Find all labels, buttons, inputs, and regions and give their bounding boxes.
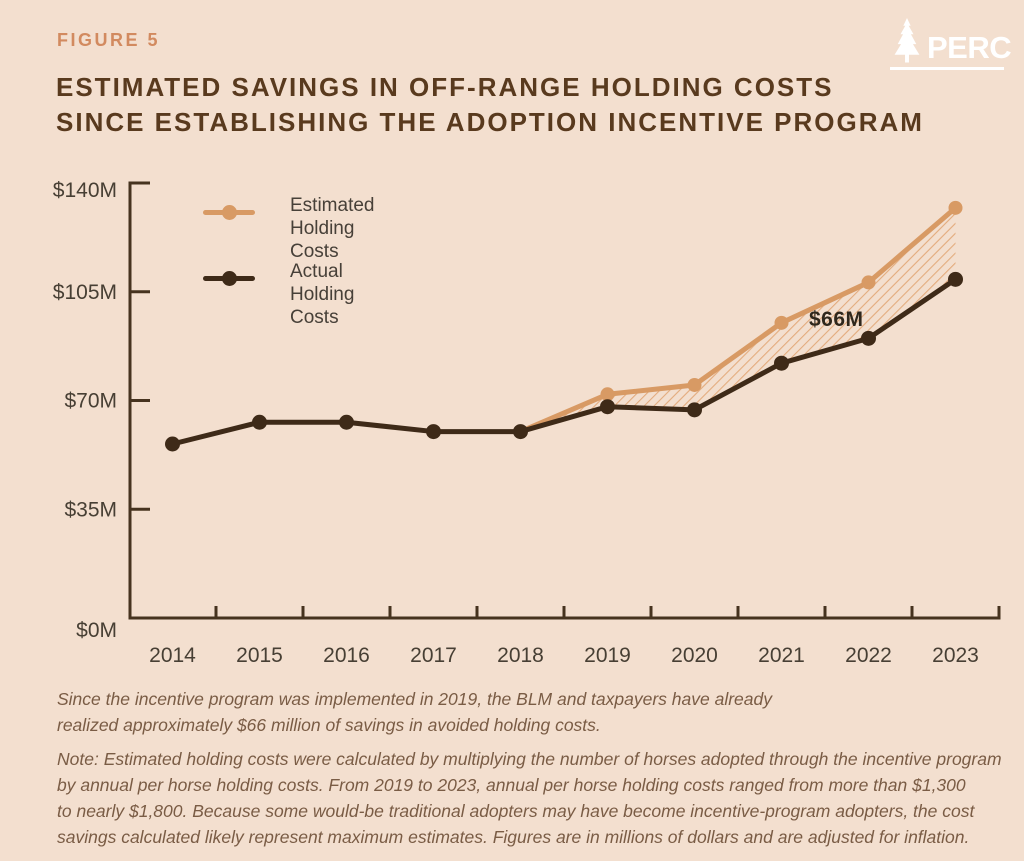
actual-point [774,355,789,371]
year-label: 2017 [410,644,457,667]
estimated-legend-marker-icon [203,194,255,240]
pine-tree-icon [894,18,920,63]
actual-point [861,330,876,346]
y-axis-label: $35M [64,498,117,521]
figure-label: FIGURE 5 [57,30,161,50]
year-label: 2015 [236,644,283,667]
actual-point [252,414,267,430]
actual-line [170,276,958,447]
actual-point [687,402,702,418]
estimated-point [687,377,702,392]
axes [128,181,1001,620]
actual-legend-marker-icon [203,260,255,306]
y-axis-label: $70M [64,390,117,413]
y-axis-label: $140M [53,179,117,202]
figure-caption: Since the incentive program was implemen… [57,689,772,735]
year-label: 2023 [932,644,979,667]
estimated-line [518,205,958,435]
y-axis-label: $105M [53,281,117,304]
logo-text: PERC [927,30,1012,65]
estimated-point [948,200,963,215]
page-title: ESTIMATED SAVINGS IN OFF-RANGE HOLDING C… [56,72,924,137]
actual-point [948,271,963,287]
y-axis-label: $0M [76,619,117,642]
year-label: 2014 [149,644,196,667]
year-label: 2020 [671,644,718,667]
legend-item-estimated: Estimated Holding Costs [203,194,374,263]
actual-point [165,436,180,452]
perc-logo: PERC [890,18,1012,70]
savings-annotation: $66M [809,308,864,331]
estimated-point [600,387,615,402]
legend-item-actual: Actual Holding Costs [203,260,354,329]
actual-point [513,424,528,440]
year-label: 2021 [758,644,805,667]
savings-area [520,207,956,432]
estimated-point [861,275,876,290]
legend-label-estimated: Estimated Holding Costs [290,195,375,262]
year-label: 2016 [323,644,370,667]
year-label: 2022 [845,644,892,667]
actual-point [426,424,441,440]
legend-label-actual: Actual Holding Costs [290,261,355,328]
figure-note: Note: Estimated holding costs were calcu… [57,749,1002,847]
year-label: 2019 [584,644,631,667]
logo-underline [890,67,1004,70]
actual-point [339,414,354,430]
actual-point [600,399,615,415]
estimated-point [774,315,789,330]
year-label: 2018 [497,644,544,667]
